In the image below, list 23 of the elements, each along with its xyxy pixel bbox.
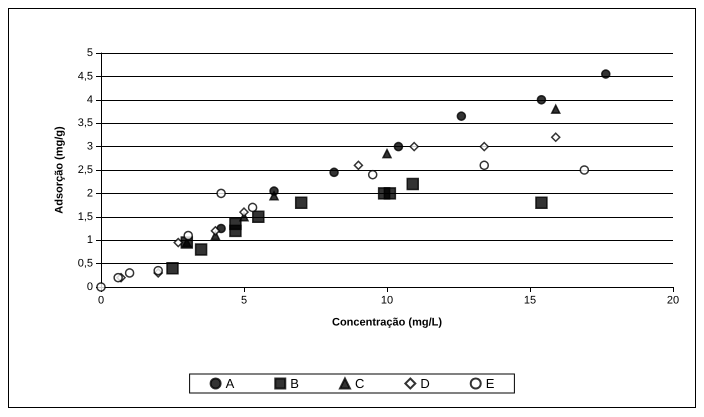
x-tick-label: 10 xyxy=(380,294,394,306)
x-axis-title: Concentração (mg/L) xyxy=(332,316,442,328)
legend-label: E xyxy=(486,376,495,391)
legend-label: D xyxy=(420,376,430,391)
y-tick-label: 2 xyxy=(86,187,93,200)
y-tick-label: 2,5 xyxy=(78,164,93,176)
y-tick-label: 1,5 xyxy=(78,210,93,223)
y-tick-label: 5 xyxy=(86,47,93,59)
x-tick-label: 0 xyxy=(98,294,104,306)
y-axis-title: Adsorção (mg/g) xyxy=(54,126,66,214)
y-tick-label: 0 xyxy=(86,281,93,293)
y-tick-label: 3,5 xyxy=(78,117,93,130)
x-tick-label: 20 xyxy=(666,294,680,306)
legend-label: A xyxy=(226,376,235,391)
legend-label: C xyxy=(354,376,364,391)
y-tick-label: 4 xyxy=(86,94,93,106)
y-tick-label: 4,5 xyxy=(78,70,93,82)
y-tick-label: 0,5 xyxy=(78,258,93,270)
x-tick-label: 15 xyxy=(524,294,536,306)
legend-label: B xyxy=(290,376,299,391)
y-tick-label: 3 xyxy=(86,140,93,153)
y-tick-label: 1 xyxy=(86,234,93,246)
x-tick-label: 5 xyxy=(240,294,248,306)
